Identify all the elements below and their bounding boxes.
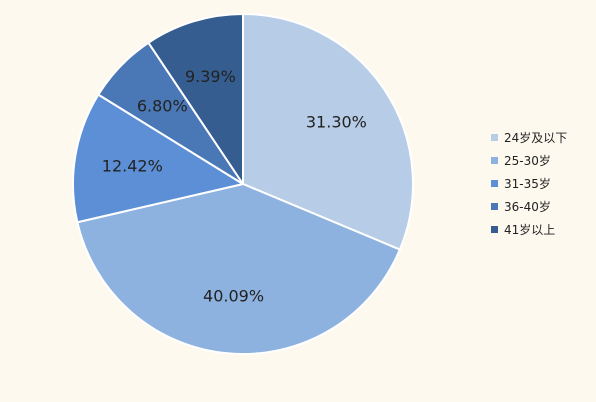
legend-swatch <box>491 134 498 141</box>
legend-swatch <box>491 226 498 233</box>
slice-value-label: 9.39% <box>185 67 236 86</box>
legend-swatch <box>491 180 498 187</box>
slice-value-label: 40.09% <box>203 286 264 305</box>
pie-slices <box>72 13 414 355</box>
pie-slice <box>147 13 244 185</box>
legend-label: 24岁及以下 <box>504 130 567 145</box>
pie-slice <box>76 183 401 355</box>
legend-label: 25-30岁 <box>504 153 551 168</box>
pie-slice <box>242 13 414 251</box>
pie-slice <box>72 93 244 224</box>
legend: 24岁及以下 25-30岁 31-35岁 36-40岁 41岁以上 <box>491 130 567 237</box>
legend-label: 41岁以上 <box>504 222 555 237</box>
slice-value-label: 6.80% <box>137 97 188 116</box>
legend-label: 31-35岁 <box>504 176 551 191</box>
slice-value-label: 12.42% <box>102 156 163 175</box>
legend-swatch <box>491 157 498 164</box>
slice-value-label: 31.30% <box>306 112 367 131</box>
slice-labels: 31.30% 40.09% 12.42% 6.80% 9.39% <box>102 67 367 305</box>
legend-label: 36-40岁 <box>504 199 551 214</box>
legend-swatch <box>491 203 498 210</box>
